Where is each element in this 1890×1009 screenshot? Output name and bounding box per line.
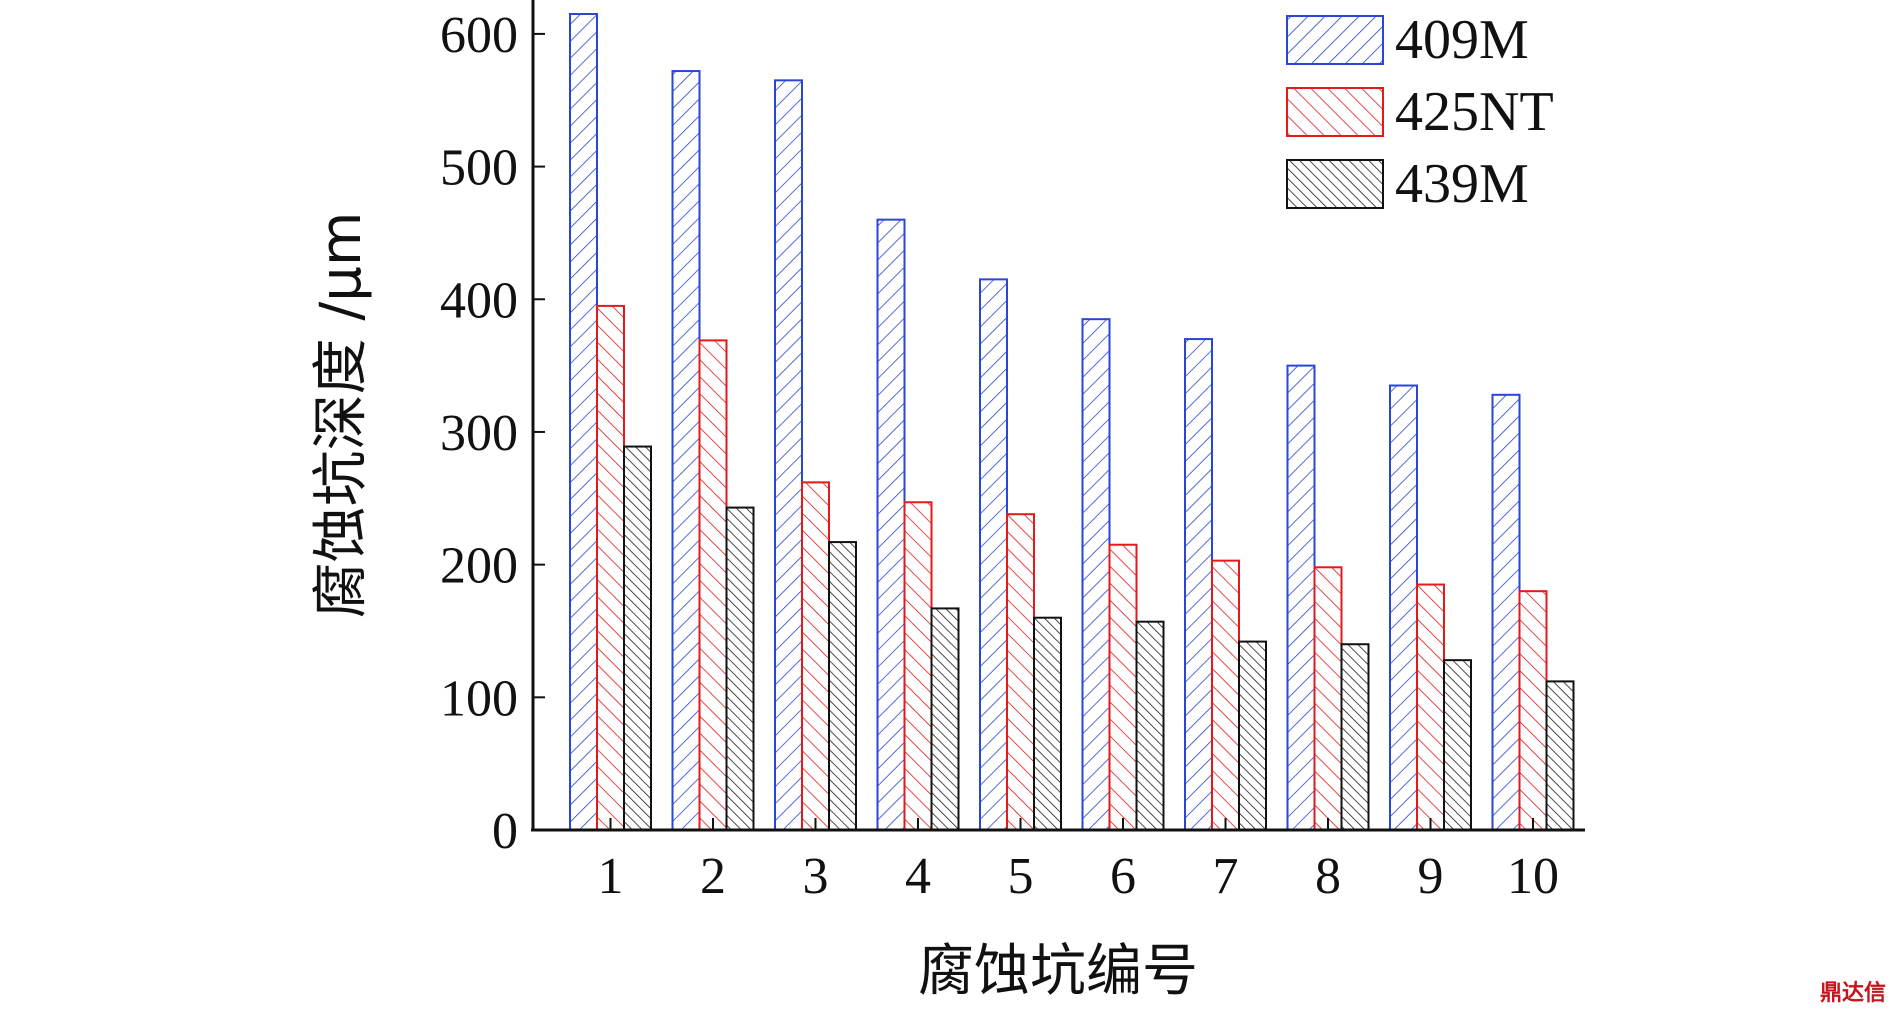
bar-409M-1 [569, 13, 598, 831]
bar-439M-5 [1033, 616, 1062, 832]
y-tick-label-200: 200 [440, 538, 518, 595]
bar-409M-3 [774, 79, 803, 831]
bar-425NT-5 [1006, 513, 1035, 832]
x-tick-label-8: 8 [1315, 848, 1341, 905]
x-tick-label-10: 10 [1507, 848, 1559, 905]
x-tick-label-2: 2 [700, 848, 726, 905]
bar-425NT-10 [1518, 590, 1548, 831]
bar-425NT-2 [698, 339, 728, 831]
bar-439M-6 [1135, 620, 1165, 831]
x-tick-label-3: 3 [803, 848, 829, 905]
bar-439M-2 [725, 506, 755, 831]
bar-439M-8 [1340, 643, 1370, 831]
bar-409M-6 [1081, 318, 1111, 831]
y-tick-label-600: 600 [440, 7, 518, 64]
y-tick-label-300: 300 [440, 405, 518, 462]
bar-439M-4 [930, 607, 960, 831]
y-tick-label-500: 500 [440, 140, 518, 197]
bar-439M-3 [828, 541, 857, 831]
y-tick-label-0: 0 [492, 803, 518, 860]
bar-425NT-7 [1211, 559, 1240, 832]
legend-swatch-425NT [1286, 87, 1384, 137]
y-tick-label-100: 100 [440, 670, 518, 727]
bar-439M-9 [1443, 659, 1472, 831]
bar-409M-5 [979, 278, 1008, 831]
x-tick-label-7: 7 [1213, 848, 1239, 905]
x-axis-title: 腐蚀坑编号 [918, 939, 1198, 1004]
bar-409M-8 [1286, 364, 1316, 831]
bar-409M-4 [876, 218, 906, 832]
legend-label-409M: 409M [1395, 9, 1529, 71]
bar-425NT-9 [1416, 583, 1445, 831]
x-tick-label-9: 9 [1418, 848, 1444, 905]
bar-439M-7 [1238, 640, 1267, 832]
legend-label-425NT: 425NT [1395, 81, 1554, 143]
x-tick-label-5: 5 [1008, 848, 1034, 905]
bar-409M-2 [671, 70, 701, 832]
bar-409M-10 [1491, 393, 1521, 831]
watermark-text: 鼎达信 [1820, 980, 1886, 1006]
legend-label-439M: 439M [1395, 153, 1529, 215]
legend-swatch-439M [1286, 159, 1384, 209]
x-tick-label-1: 1 [598, 848, 624, 905]
bar-425NT-4 [903, 501, 933, 831]
bar-409M-9 [1389, 384, 1418, 831]
bar-425NT-3 [801, 481, 830, 831]
bar-425NT-6 [1108, 543, 1138, 831]
legend: 409M 425NT 439M [1286, 9, 1554, 215]
x-axis-ticks: 1 2 3 4 5 6 7 8 9 10 [598, 818, 1559, 905]
y-axis-ticks: 0 100 200 300 400 500 600 [440, 7, 545, 860]
x-tick-label-4: 4 [905, 848, 931, 905]
bar-409M-7 [1184, 338, 1213, 831]
x-tick-label-6: 6 [1110, 848, 1136, 905]
y-axis-title: 腐蚀坑深度 /μm [309, 212, 374, 619]
legend-swatch-409M [1286, 15, 1384, 65]
bars-group [569, 13, 1575, 832]
bar-425NT-8 [1313, 566, 1343, 831]
bar-425NT-1 [596, 304, 625, 831]
bar-439M-10 [1545, 680, 1575, 832]
y-tick-label-400: 400 [440, 272, 518, 329]
bar-439M-1 [623, 445, 652, 831]
